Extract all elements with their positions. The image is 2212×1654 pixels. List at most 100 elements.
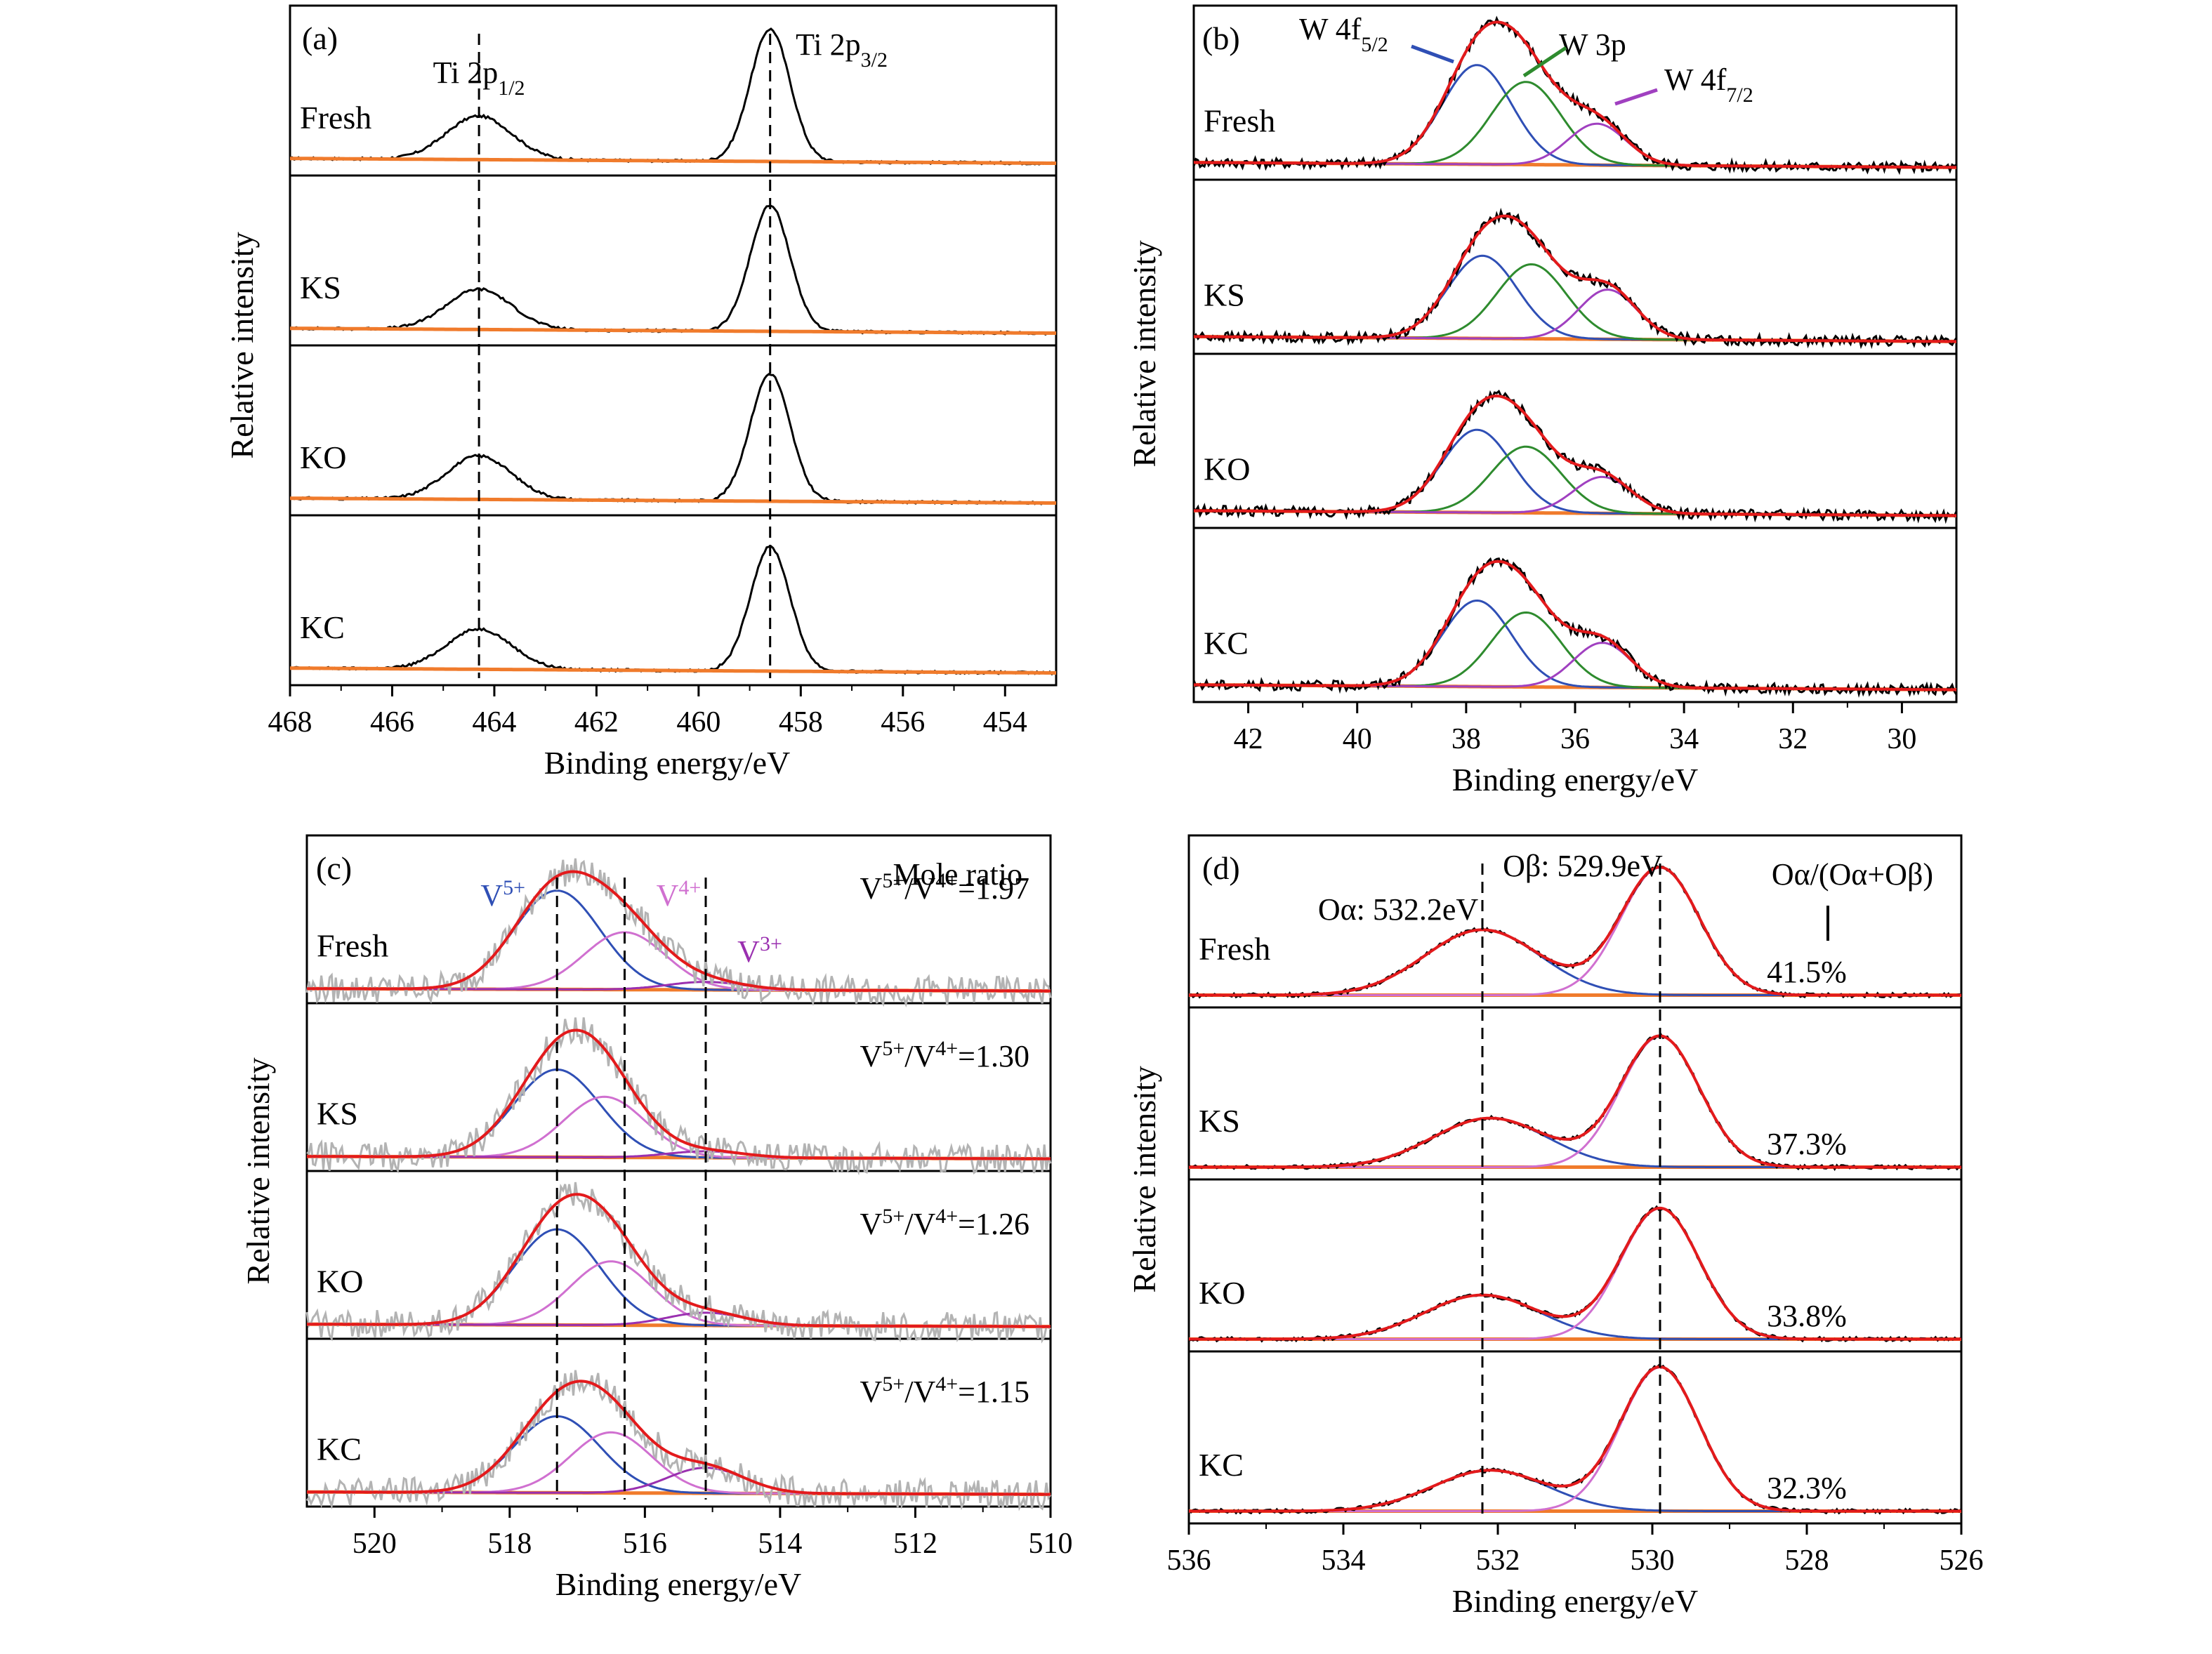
x-tick-label: 528 bbox=[1785, 1544, 1829, 1577]
legend-title: Mole ratio bbox=[893, 857, 1022, 892]
sample-label: KO bbox=[1199, 1275, 1245, 1311]
component-peak bbox=[1194, 611, 1957, 691]
sample-ks: KS 37.3% bbox=[1188, 1033, 1962, 1172]
y-axis-title: Relative intensity bbox=[1126, 1066, 1162, 1292]
sample-ko: KO 33.8% bbox=[1188, 1205, 1962, 1343]
sample-fresh: Fresh bbox=[289, 27, 1057, 166]
sample-label: KS bbox=[1199, 1103, 1240, 1139]
x-tick-label: 30 bbox=[1887, 723, 1916, 755]
ratio-label: V5+/V4+=1.97 bbox=[860, 869, 1029, 906]
sample-label: Fresh bbox=[300, 100, 371, 135]
component-peak bbox=[1194, 599, 1957, 691]
x-tick-label: 534 bbox=[1322, 1544, 1366, 1577]
fit-envelope bbox=[1194, 394, 1957, 517]
fit-envelope bbox=[307, 1193, 1051, 1328]
x-tick-label: 458 bbox=[779, 706, 823, 739]
component-peak bbox=[1194, 428, 1957, 517]
background-line bbox=[290, 666, 1057, 675]
panel-c: 520 518 516 514 512 510 Binding energy/eV Relat… bbox=[240, 834, 1073, 1602]
legend-title: Oα/(Oα+Oβ) bbox=[1772, 857, 1933, 892]
fit-envelope bbox=[1189, 1206, 1961, 1341]
sample-label: KS bbox=[300, 270, 341, 305]
arrow-w4f72 bbox=[1614, 88, 1658, 106]
ratio-label: 32.3% bbox=[1767, 1471, 1847, 1505]
background-line bbox=[290, 496, 1057, 505]
sample-label: KS bbox=[1204, 277, 1245, 312]
ratio-label: 33.8% bbox=[1767, 1299, 1847, 1333]
raw-spectrum bbox=[1193, 389, 1958, 524]
sample-label: KC bbox=[1204, 625, 1249, 661]
panel-b: 42 40 38 36 34 32 30 Binding energy/eV Relative … bbox=[1126, 4, 1958, 798]
sample-label: KO bbox=[300, 439, 346, 475]
x-tick-label: 532 bbox=[1476, 1544, 1520, 1577]
x-tick-label: 36 bbox=[1560, 723, 1590, 755]
x-tick-label: 32 bbox=[1778, 723, 1808, 755]
component-peak bbox=[1194, 122, 1957, 168]
sample-fresh: Fresh V5+/V4+=1.97 bbox=[305, 858, 1052, 1008]
sample-kc: KC bbox=[289, 545, 1057, 675]
x-tick-label: 34 bbox=[1669, 723, 1699, 755]
peak-label-o-alpha: Oα: 532.2eV bbox=[1318, 892, 1479, 927]
arrow-w3p bbox=[1522, 46, 1567, 78]
component-peak bbox=[1194, 81, 1957, 168]
y-axis-title: Relative intensity bbox=[240, 1057, 276, 1284]
peak-label-w3p: W 3p bbox=[1559, 27, 1626, 62]
raw-spectrum bbox=[289, 27, 1057, 166]
fit-envelope bbox=[307, 870, 1051, 993]
peak-label-v3: V3+ bbox=[737, 932, 782, 970]
peak-label-w4f52: W 4f5/2 bbox=[1299, 12, 1388, 56]
x-tick-label: 42 bbox=[1234, 723, 1263, 755]
fit-envelope bbox=[1194, 214, 1957, 343]
x-tick-label: 514 bbox=[758, 1528, 802, 1560]
component-peak bbox=[1194, 254, 1957, 343]
x-tick-label: 454 bbox=[983, 706, 1027, 739]
x-tick-label: 526 bbox=[1940, 1544, 1984, 1577]
raw-spectrum bbox=[305, 858, 1052, 1008]
ratio-label: 41.5% bbox=[1767, 955, 1847, 989]
sample-fresh: Fresh bbox=[1192, 15, 1957, 176]
x-tick-label: 536 bbox=[1167, 1544, 1211, 1577]
fit-envelope bbox=[1194, 560, 1957, 692]
component-peak bbox=[1194, 289, 1957, 343]
peak-label-w4f72: W 4f7/2 bbox=[1664, 62, 1753, 107]
raw-spectrum bbox=[289, 545, 1057, 675]
panel-label: (d) bbox=[1202, 850, 1240, 886]
sample-kc: KC bbox=[1192, 557, 1958, 698]
panel-label: (c) bbox=[316, 850, 352, 886]
peak-label-o-beta: Oβ: 529.9eV bbox=[1503, 849, 1663, 883]
y-axis-title: Relative intensity bbox=[224, 232, 260, 458]
raw-spectrum bbox=[1192, 557, 1958, 698]
peak-label-ti-2p32: Ti 2p3/2 bbox=[796, 27, 888, 72]
fit-envelope bbox=[307, 1028, 1051, 1160]
sample-ko: KO bbox=[289, 373, 1057, 505]
panel-d: 536 534 532 530 528 526 Binding energy/eV Relat… bbox=[1126, 834, 1984, 1619]
x-tick-label: 38 bbox=[1451, 723, 1481, 755]
panel-label: (a) bbox=[302, 20, 338, 56]
x-axis-title: Binding energy/eV bbox=[555, 1566, 801, 1602]
sample-label: Fresh bbox=[317, 927, 388, 963]
x-tick-label: 518 bbox=[487, 1528, 532, 1560]
ratio-label: 37.3% bbox=[1767, 1127, 1847, 1161]
fit-envelope bbox=[1189, 866, 1961, 997]
component-peak bbox=[307, 1228, 1051, 1328]
background-line bbox=[290, 326, 1057, 336]
peak-label-v5: V5+ bbox=[480, 876, 525, 913]
fit-envelope bbox=[1189, 1365, 1961, 1513]
sample-kc: KC V5+/V4+=1.15 bbox=[305, 1370, 1052, 1511]
x-tick-label: 40 bbox=[1343, 723, 1372, 755]
x-tick-label: 464 bbox=[472, 706, 516, 739]
sample-label: KC bbox=[1199, 1447, 1244, 1483]
arrow-w4f52 bbox=[1411, 44, 1454, 64]
x-tick-label: 462 bbox=[574, 706, 619, 739]
fit-envelope bbox=[1189, 1034, 1961, 1169]
fit-envelope bbox=[307, 1380, 1051, 1496]
x-tick-label: 468 bbox=[268, 706, 312, 739]
sample-label: KO bbox=[1204, 451, 1250, 487]
x-tick-label: 512 bbox=[893, 1528, 937, 1560]
sample-label: KC bbox=[317, 1431, 362, 1467]
x-tick-label: 466 bbox=[370, 706, 414, 739]
x-tick-label: 516 bbox=[623, 1528, 667, 1560]
sample-label: Fresh bbox=[1204, 102, 1275, 138]
sample-label: KO bbox=[317, 1263, 363, 1299]
